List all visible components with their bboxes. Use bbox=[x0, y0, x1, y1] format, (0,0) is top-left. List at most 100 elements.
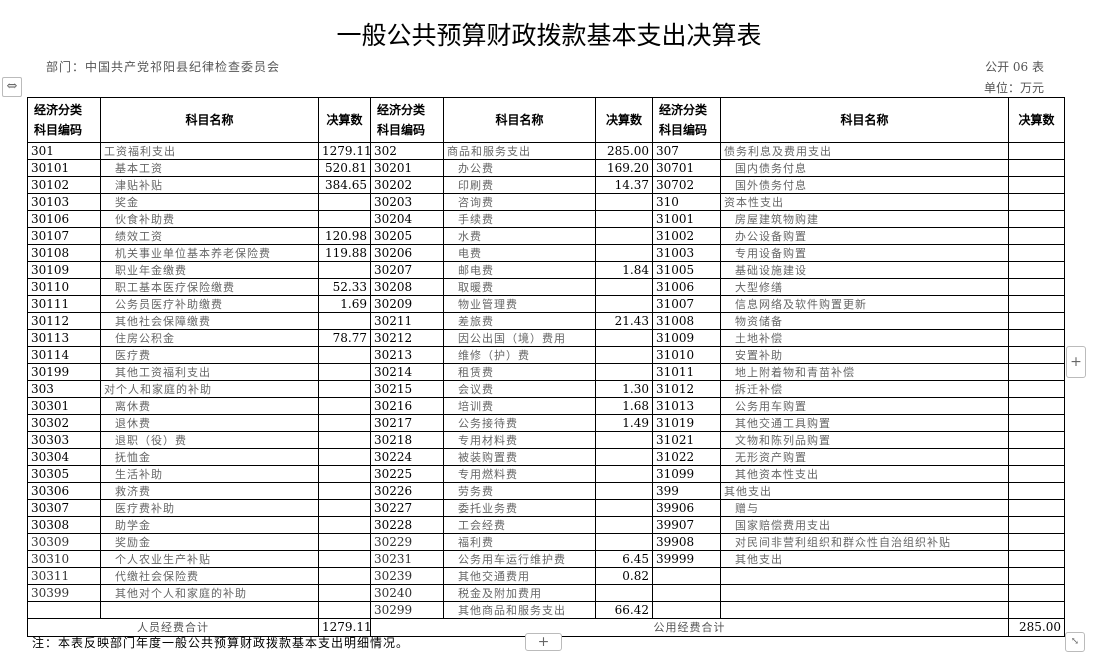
cell-name: 土地补偿 bbox=[720, 329, 1009, 347]
cell-code: 39907 bbox=[652, 516, 721, 534]
cell-code: 30211 bbox=[370, 312, 444, 330]
cell-name: 公务用车运行维护费 bbox=[443, 550, 596, 568]
cell-code: 30212 bbox=[370, 329, 444, 347]
cell-code: 30303 bbox=[27, 431, 101, 449]
cell-code: 30111 bbox=[27, 295, 101, 313]
cell-name: 医疗费补助 bbox=[100, 499, 319, 517]
cell-amount: 1279.11 bbox=[318, 142, 371, 160]
cell-code: 30304 bbox=[27, 448, 101, 466]
cell-amount bbox=[318, 601, 371, 619]
table-row: 30305 生活补助 30225 专用燃料费 31099 其他资本性支出 bbox=[27, 465, 1065, 483]
public-total-label: 公用经费合计 bbox=[370, 618, 1009, 637]
cell-amount bbox=[1008, 193, 1065, 211]
cell-name: 公务接待费 bbox=[443, 414, 596, 432]
cell-name: 国外债务付息 bbox=[720, 176, 1009, 194]
cell-name: 办公设备购置 bbox=[720, 227, 1009, 245]
cell-code: 310 bbox=[652, 193, 721, 211]
cell-amount: 1.84 bbox=[595, 261, 653, 279]
cell-name: 水费 bbox=[443, 227, 596, 245]
cell-code: 31099 bbox=[652, 465, 721, 483]
add-column-button[interactable]: + bbox=[1066, 346, 1086, 378]
cell-name: 伙食补助费 bbox=[100, 210, 319, 228]
cell-code: 30107 bbox=[27, 227, 101, 245]
cell-amount bbox=[318, 516, 371, 534]
cell-name: 维修（护）费 bbox=[443, 346, 596, 364]
cell-code: 30218 bbox=[370, 431, 444, 449]
table-row: 30311 代缴社会保险费 30239 其他交通费用 0.82 bbox=[27, 567, 1065, 585]
cell-code: 30399 bbox=[27, 584, 101, 602]
footnote: 注：本表反映部门年度一般公共预算财政拨款基本支出明细情况。 bbox=[32, 636, 410, 650]
cell-name: 培训费 bbox=[443, 397, 596, 415]
cell-amount bbox=[595, 193, 653, 211]
cell-name: 津贴补贴 bbox=[100, 176, 319, 194]
cell-amount bbox=[595, 363, 653, 381]
table-row: 30301 离休费 30216 培训费 1.68 31013 公务用车购置 bbox=[27, 397, 1065, 415]
cell-code: 30207 bbox=[370, 261, 444, 279]
cell-code: 30702 bbox=[652, 176, 721, 194]
table-row: 30108 机关事业单位基本养老保险费 119.88 30206 电费 31003 专用设备… bbox=[27, 244, 1065, 262]
cell-code: 30217 bbox=[370, 414, 444, 432]
table-row: 30310 个人农业生产补贴 30231 公务用车运行维护费 6.45 39999 其他支出 bbox=[27, 550, 1065, 568]
cell-code bbox=[652, 601, 721, 619]
add-row-button[interactable]: + bbox=[525, 633, 562, 651]
cell-code: 30308 bbox=[27, 516, 101, 534]
cell-name: 其他对个人和家庭的补助 bbox=[100, 584, 319, 602]
cell-amount bbox=[595, 295, 653, 313]
cell-code: 30101 bbox=[27, 159, 101, 177]
cell-amount bbox=[318, 465, 371, 483]
header-amount: 决算数 bbox=[1008, 97, 1065, 143]
cell-code: 30208 bbox=[370, 278, 444, 296]
cell-name: 商品和服务支出 bbox=[443, 142, 596, 160]
move-handle-icon[interactable]: ⇔ bbox=[2, 77, 22, 97]
cell-amount bbox=[1008, 210, 1065, 228]
cell-name: 赠与 bbox=[720, 499, 1009, 517]
cell-amount: 119.88 bbox=[318, 244, 371, 262]
cell-name bbox=[720, 567, 1009, 585]
table-row: 30112 其他社会保障缴费 30211 差旅费 21.43 31008 物资储备 bbox=[27, 312, 1065, 330]
cell-amount bbox=[595, 533, 653, 551]
table-row: 30102 津贴补贴 384.65 30202 印刷费 14.37 30702 国外债务付息 bbox=[27, 176, 1065, 194]
cell-code: 31010 bbox=[652, 346, 721, 364]
cell-code: 30214 bbox=[370, 363, 444, 381]
cell-name: 其他支出 bbox=[720, 482, 1009, 500]
cell-code bbox=[652, 567, 721, 585]
cell-name: 专用设备购置 bbox=[720, 244, 1009, 262]
table-row: 30309 奖励金 30229 福利费 39908 对民间非营利组织和群众性自治组织补贴 bbox=[27, 533, 1065, 551]
table-row: 30307 医疗费补助 30227 委托业务费 39906 赠与 bbox=[27, 499, 1065, 517]
cell-code: 30103 bbox=[27, 193, 101, 211]
cell-code: 30224 bbox=[370, 448, 444, 466]
cell-amount: 0.82 bbox=[595, 567, 653, 585]
cell-code: 30299 bbox=[370, 601, 444, 619]
cell-amount: 6.45 bbox=[595, 550, 653, 568]
cell-amount bbox=[318, 550, 371, 568]
cell-code: 30203 bbox=[370, 193, 444, 211]
cell-code: 30310 bbox=[27, 550, 101, 568]
cell-name: 差旅费 bbox=[443, 312, 596, 330]
cell-code: 30205 bbox=[370, 227, 444, 245]
cell-amount: 1.69 bbox=[318, 295, 371, 313]
cell-name: 公务用车购置 bbox=[720, 397, 1009, 415]
resize-icon[interactable]: ⤡ bbox=[1065, 632, 1085, 652]
cell-amount bbox=[1008, 431, 1065, 449]
cell-code: 399 bbox=[652, 482, 721, 500]
cell-code: 31001 bbox=[652, 210, 721, 228]
cell-amount bbox=[318, 448, 371, 466]
cell-name: 助学金 bbox=[100, 516, 319, 534]
cell-amount bbox=[318, 210, 371, 228]
cell-name: 职业年金缴费 bbox=[100, 261, 319, 279]
cell-code: 303 bbox=[27, 380, 101, 398]
cell-amount bbox=[595, 482, 653, 500]
cell-name: 其他社会保障缴费 bbox=[100, 312, 319, 330]
cell-code: 31012 bbox=[652, 380, 721, 398]
cell-code: 31002 bbox=[652, 227, 721, 245]
header-code: 经济分类 科目编码 bbox=[370, 97, 444, 143]
cell-code: 30307 bbox=[27, 499, 101, 517]
cell-amount bbox=[318, 193, 371, 211]
header-code: 经济分类 科目编码 bbox=[652, 97, 721, 143]
cell-amount: 1.30 bbox=[595, 380, 653, 398]
cell-code: 30109 bbox=[27, 261, 101, 279]
cell-amount bbox=[595, 329, 653, 347]
cell-name: 住房公积金 bbox=[100, 329, 319, 347]
cell-name: 基本工资 bbox=[100, 159, 319, 177]
cell-amount bbox=[595, 448, 653, 466]
